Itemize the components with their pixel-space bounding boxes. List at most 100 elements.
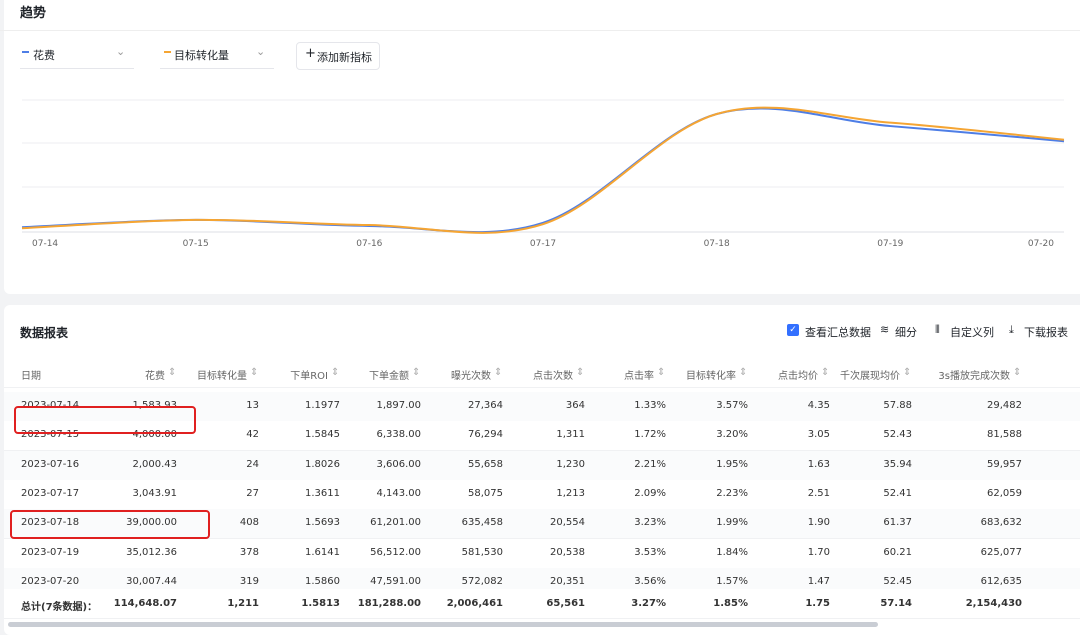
table-cell: 612,635 [981, 576, 1022, 587]
column-header[interactable]: 点击次数 [533, 367, 573, 382]
sort-icon[interactable]: ⇕ [494, 367, 502, 378]
table-cell: 1.8026 [305, 459, 340, 470]
table-cell: 319 [240, 576, 259, 587]
table-cell: 62,059 [987, 488, 1022, 499]
table-cell: 3,043.91 [132, 488, 177, 499]
table-cell: 52.43 [883, 429, 912, 440]
table-cell: 378 [240, 547, 259, 558]
table-cell: 1.5845 [305, 429, 340, 440]
sort-icon[interactable]: ⇕ [250, 367, 258, 378]
table-cell: 2023-07-19 [21, 547, 79, 558]
table-cell: 114,648.07 [114, 598, 177, 609]
column-header[interactable]: 曝光次数 [451, 367, 491, 382]
sort-icon[interactable]: ⇕ [903, 367, 911, 378]
table-cell: 24 [246, 459, 259, 470]
table-cell: 20,538 [550, 547, 585, 558]
table-cell: 3.57% [716, 400, 748, 411]
table-cell: 1.63 [808, 459, 830, 470]
table-cell: 1.84% [716, 547, 748, 558]
table-cell: 1.85% [713, 598, 748, 609]
table-cell: 1,311 [556, 429, 585, 440]
column-header[interactable]: 花费 [145, 367, 165, 382]
sort-icon[interactable]: ⇕ [331, 367, 339, 378]
sort-icon[interactable]: ⇕ [821, 367, 829, 378]
table-cell: 1,213 [556, 488, 585, 499]
table-cell: 683,632 [981, 517, 1022, 528]
table-cell: 2.09% [634, 488, 666, 499]
column-header[interactable]: 点击均价 [778, 367, 818, 382]
column-header[interactable]: 目标转化量 [197, 367, 247, 382]
table-cell: 3.20% [716, 429, 748, 440]
table-cell: 4.35 [808, 400, 830, 411]
table-cell: 635,458 [462, 517, 503, 528]
table-cell: 65,561 [546, 598, 585, 609]
table-cell: 57.88 [883, 400, 912, 411]
table-cell: 52.41 [883, 488, 912, 499]
table-cell: 2,154,430 [966, 598, 1022, 609]
table-cell: 625,077 [981, 547, 1022, 558]
table-cell: 35.94 [883, 459, 912, 470]
table-cell: 81,588 [987, 429, 1022, 440]
sort-icon[interactable]: ⇕ [412, 367, 420, 378]
table-cell: 13 [246, 400, 259, 411]
table-cell: 1.5693 [305, 517, 340, 528]
table-cell: 1,897.00 [376, 400, 421, 411]
table-cell: 2.51 [808, 488, 830, 499]
table-cell: 27 [246, 488, 259, 499]
sort-icon[interactable]: ⇕ [739, 367, 747, 378]
table-cell: 1.57% [716, 576, 748, 587]
table-cell: 47,591.00 [370, 576, 421, 587]
table-cell: 1.6141 [305, 547, 340, 558]
table-cell: 408 [240, 517, 259, 528]
column-header[interactable]: 点击率 [624, 367, 654, 382]
sort-icon[interactable]: ⇕ [657, 367, 665, 378]
table-cell: 60.21 [883, 547, 912, 558]
table-cell: 2,006,461 [447, 598, 503, 609]
sort-icon[interactable]: ⇕ [1013, 367, 1021, 378]
table-cell: 1.90 [808, 517, 830, 528]
table-cell: 58,075 [468, 488, 503, 499]
table-cell: 1.1977 [305, 400, 340, 411]
column-header[interactable]: 3s播放完成次数 [938, 367, 1010, 382]
table-cell: 6,338.00 [376, 429, 421, 440]
table-cell: 42 [246, 429, 259, 440]
sort-icon[interactable]: ⇕ [576, 367, 584, 378]
table-cell: 3,606.00 [376, 459, 421, 470]
table-cell: 1,230 [556, 459, 585, 470]
table-cell: 3.56% [634, 576, 666, 587]
table-cell: 3.53% [634, 547, 666, 558]
column-header[interactable]: 下单ROI [290, 367, 328, 382]
highlight-box [10, 510, 210, 539]
column-header[interactable]: 日期 [21, 367, 41, 382]
table-cell: 2.23% [716, 488, 748, 499]
table-cell: 总计(7条数据)： [21, 598, 97, 613]
table-cell: 57.14 [880, 598, 912, 609]
table-cell: 364 [566, 400, 585, 411]
table-cell: 1.72% [634, 429, 666, 440]
column-header[interactable]: 目标转化率 [686, 367, 736, 382]
scrollbar [8, 622, 878, 627]
table-cell: 35,012.36 [126, 547, 177, 558]
table-cell: 572,082 [462, 576, 503, 587]
table-cell: 61.37 [883, 517, 912, 528]
highlight-box [14, 406, 196, 434]
table-cell: 181,288.00 [358, 598, 421, 609]
table-cell: 59,957 [987, 459, 1022, 470]
table-cell: 2.21% [634, 459, 666, 470]
table-cell: 29,482 [987, 400, 1022, 411]
table-cell: 2023-07-16 [21, 459, 79, 470]
table-cell: 4,143.00 [376, 488, 421, 499]
table-cell: 1.47 [808, 576, 830, 587]
table-cell: 1.70 [808, 547, 830, 558]
sort-icon[interactable]: ⇕ [168, 367, 176, 378]
table-cell: 2,000.43 [132, 459, 177, 470]
table-cell: 30,007.44 [126, 576, 177, 587]
table-cell: 1.95% [716, 459, 748, 470]
column-header[interactable]: 下单金额 [369, 367, 409, 382]
table-cell: 55,658 [468, 459, 503, 470]
table-cell: 1.5860 [305, 576, 340, 587]
table-cell: 20,554 [550, 517, 585, 528]
table-cell: 56,512.00 [370, 547, 421, 558]
column-header[interactable]: 千次展现均价 [840, 367, 900, 382]
table-cell: 1,211 [227, 598, 259, 609]
